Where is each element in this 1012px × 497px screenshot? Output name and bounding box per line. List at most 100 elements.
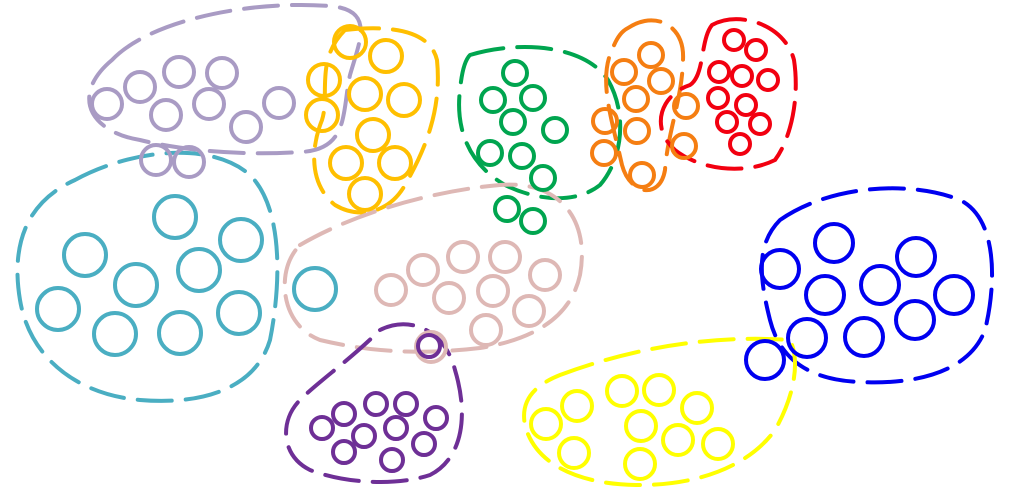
lavender-member-circle xyxy=(192,87,226,121)
pink-member-circle xyxy=(414,330,448,364)
orange-member-circle xyxy=(672,92,700,120)
teal-member-circle xyxy=(292,266,338,312)
pink-member-circle xyxy=(476,274,510,308)
orange-member-circle xyxy=(628,161,656,189)
orange-member-circle xyxy=(647,67,675,95)
lavender-member-circle xyxy=(90,87,124,121)
teal-cluster-outline xyxy=(15,150,280,403)
pink-member-circle xyxy=(406,253,440,287)
orange-member-circle xyxy=(623,117,651,145)
cluster-outlines xyxy=(15,2,995,487)
orange-member-circle xyxy=(637,41,665,69)
red-member-circle xyxy=(715,110,739,134)
orange-cluster-outline xyxy=(604,18,686,192)
orange-member-circle xyxy=(622,85,650,113)
green-member-circle xyxy=(499,108,527,136)
yellow-member-circle xyxy=(557,436,591,470)
green-member-circle xyxy=(519,207,547,235)
lavender-member-circle xyxy=(123,70,157,104)
orange-member-circle xyxy=(590,139,618,167)
cluster-members xyxy=(35,24,975,481)
teal-member-circle xyxy=(218,217,264,263)
gold-member-circle xyxy=(304,97,340,133)
purple-member-circle xyxy=(423,405,449,431)
purple-member-circle xyxy=(416,333,442,359)
green-member-circle xyxy=(501,59,529,87)
lavender-member-circle xyxy=(205,56,239,90)
teal-member-circle xyxy=(176,247,222,293)
orange-member-circle xyxy=(670,132,698,160)
gold-member-circle xyxy=(355,117,391,153)
red-member-circle xyxy=(722,28,746,52)
green-member-circle xyxy=(476,139,504,167)
yellow-cluster-outline xyxy=(522,336,797,487)
purple-member-circle xyxy=(383,415,409,441)
pink-member-circle xyxy=(528,258,562,292)
blue-member-circle xyxy=(744,339,786,381)
purple-member-circle xyxy=(379,447,405,473)
teal-member-circle xyxy=(216,290,262,336)
teal-member-circle xyxy=(113,262,159,308)
yellow-member-circle xyxy=(701,427,735,461)
lavender-member-circle xyxy=(162,55,196,89)
purple-member-circle xyxy=(309,415,335,441)
green-member-circle xyxy=(479,86,507,114)
gold-member-circle xyxy=(386,82,422,118)
yellow-member-circle xyxy=(661,423,695,457)
blue-member-circle xyxy=(786,317,828,359)
blue-member-circle xyxy=(859,264,901,306)
yellow-member-circle xyxy=(624,409,658,443)
purple-member-circle xyxy=(411,431,437,457)
green-member-circle xyxy=(508,142,536,170)
orange-member-circle xyxy=(610,58,638,86)
yellow-member-circle xyxy=(680,391,714,425)
red-member-circle xyxy=(730,64,754,88)
lavender-member-circle xyxy=(262,86,296,120)
purple-member-circle xyxy=(351,423,377,449)
lavender-member-circle xyxy=(229,110,263,144)
gold-cluster-outline xyxy=(312,26,440,215)
blue-member-circle xyxy=(895,236,937,278)
gold-member-circle xyxy=(347,76,383,112)
gold-member-circle xyxy=(332,24,368,60)
blue-member-circle xyxy=(843,316,885,358)
red-cluster-outline xyxy=(658,17,798,171)
green-member-circle xyxy=(541,116,569,144)
green-member-circle xyxy=(493,195,521,223)
lavender-member-circle xyxy=(149,98,183,132)
pink-member-circle xyxy=(469,313,503,347)
red-member-circle xyxy=(728,132,752,156)
blue-member-circle xyxy=(813,222,855,264)
blue-cluster-outline xyxy=(759,186,995,385)
red-member-circle xyxy=(734,93,758,117)
lavender-member-circle xyxy=(139,143,173,177)
teal-member-circle xyxy=(157,310,203,356)
purple-member-circle xyxy=(331,439,357,465)
yellow-member-circle xyxy=(605,374,639,408)
lavender-member-circle xyxy=(172,145,206,179)
blue-member-circle xyxy=(894,299,936,341)
red-member-circle xyxy=(748,112,772,136)
red-member-circle xyxy=(756,68,780,92)
teal-member-circle xyxy=(35,286,81,332)
gold-member-circle xyxy=(306,62,342,98)
purple-cluster-outline xyxy=(284,322,464,484)
red-member-circle xyxy=(707,60,731,84)
gold-member-circle xyxy=(368,38,404,74)
purple-member-circle xyxy=(331,401,357,427)
gold-member-circle xyxy=(347,176,383,212)
teal-member-circle xyxy=(152,194,198,240)
red-member-circle xyxy=(744,38,768,62)
pink-member-circle xyxy=(488,240,522,274)
pink-member-circle xyxy=(374,273,408,307)
green-cluster-outline xyxy=(457,45,623,201)
green-member-circle xyxy=(519,84,547,112)
orange-member-circle xyxy=(591,107,619,135)
purple-member-circle xyxy=(393,391,419,417)
pink-member-circle xyxy=(512,294,546,328)
teal-member-circle xyxy=(92,311,138,357)
yellow-member-circle xyxy=(623,447,657,481)
pink-cluster-outline xyxy=(282,182,584,354)
red-member-circle xyxy=(706,86,730,110)
